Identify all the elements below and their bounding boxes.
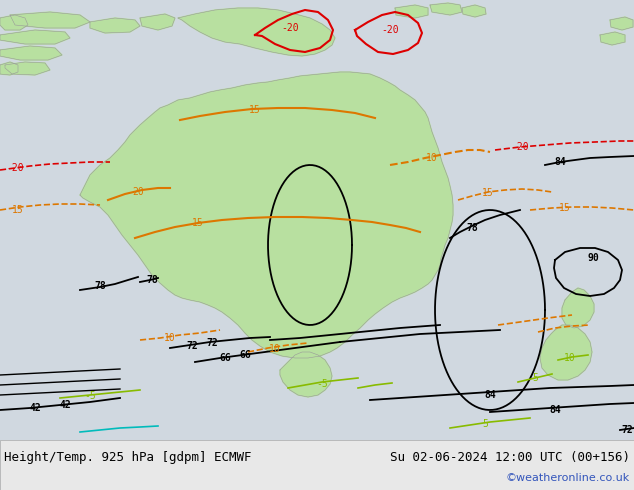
Text: 72: 72 — [621, 425, 633, 435]
Polygon shape — [280, 352, 332, 397]
Text: 20: 20 — [132, 187, 144, 197]
Text: -20: -20 — [6, 163, 24, 173]
Text: 10: 10 — [269, 344, 281, 354]
Polygon shape — [90, 18, 140, 33]
Text: 42: 42 — [59, 400, 71, 410]
Text: 66: 66 — [239, 350, 251, 360]
Text: 84: 84 — [549, 405, 561, 415]
Text: 5: 5 — [482, 419, 488, 429]
Text: -5: -5 — [84, 391, 96, 401]
Polygon shape — [462, 5, 486, 17]
Polygon shape — [0, 62, 18, 75]
Text: -20: -20 — [281, 23, 299, 33]
Text: 42: 42 — [29, 403, 41, 413]
Polygon shape — [80, 72, 453, 358]
Polygon shape — [562, 288, 594, 328]
Text: 15: 15 — [559, 203, 571, 213]
Text: Height/Temp. 925 hPa [gdpm] ECMWF: Height/Temp. 925 hPa [gdpm] ECMWF — [4, 450, 252, 464]
Text: 78: 78 — [94, 281, 106, 291]
Text: 10: 10 — [426, 153, 438, 163]
Text: -20: -20 — [381, 25, 399, 35]
Text: -5: -5 — [316, 379, 328, 389]
Polygon shape — [10, 12, 90, 28]
Polygon shape — [395, 5, 428, 18]
Text: 78: 78 — [146, 275, 158, 285]
Polygon shape — [140, 14, 175, 30]
Text: 90: 90 — [587, 253, 599, 263]
Text: ©weatheronline.co.uk: ©weatheronline.co.uk — [506, 473, 630, 483]
Text: 15: 15 — [249, 105, 261, 115]
Text: 72: 72 — [206, 338, 218, 348]
Polygon shape — [430, 3, 462, 15]
Text: 10: 10 — [564, 353, 576, 363]
Text: 15: 15 — [12, 205, 24, 215]
Text: 5: 5 — [532, 373, 538, 383]
Polygon shape — [610, 17, 633, 30]
Text: 15: 15 — [192, 218, 204, 228]
Polygon shape — [0, 15, 28, 30]
Text: Su 02-06-2024 12:00 UTC (00+156): Su 02-06-2024 12:00 UTC (00+156) — [390, 450, 630, 464]
Text: 72: 72 — [186, 341, 198, 351]
Polygon shape — [0, 30, 70, 44]
Text: 66: 66 — [219, 353, 231, 363]
Polygon shape — [540, 325, 592, 380]
Polygon shape — [178, 8, 335, 56]
Polygon shape — [0, 46, 62, 60]
Polygon shape — [5, 62, 50, 75]
Text: 84: 84 — [554, 157, 566, 167]
Bar — [0, 440, 634, 490]
Text: 15: 15 — [482, 188, 494, 198]
Text: 84: 84 — [484, 390, 496, 400]
Text: 78: 78 — [466, 223, 478, 233]
Text: -20: -20 — [511, 142, 529, 152]
Polygon shape — [600, 32, 625, 45]
Text: 10: 10 — [164, 333, 176, 343]
